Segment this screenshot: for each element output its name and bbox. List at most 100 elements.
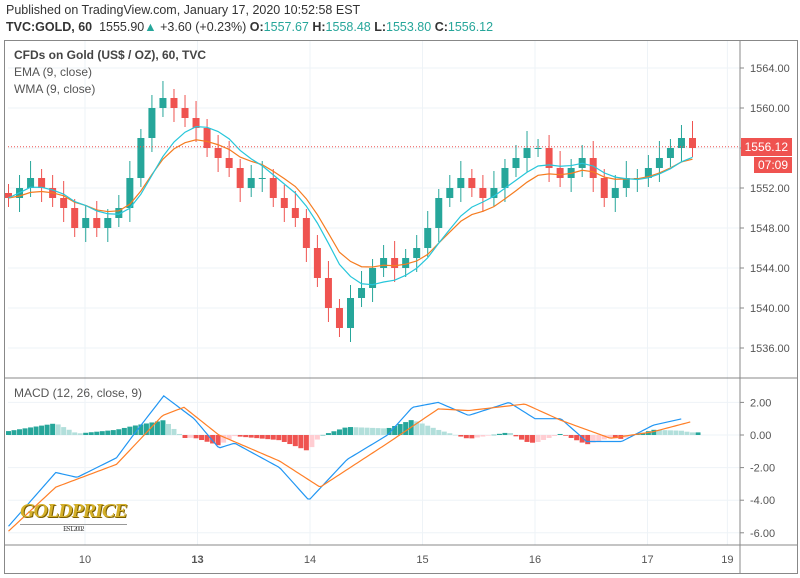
y-tick-label: 1564.00 xyxy=(750,63,790,75)
candle-body xyxy=(611,188,619,198)
macd-histogram-bar xyxy=(39,425,45,435)
y-tick-label: 1560.00 xyxy=(750,103,790,115)
candle-body xyxy=(82,218,90,228)
macd-histogram-bar xyxy=(331,431,337,435)
macd-histogram-bar xyxy=(607,435,613,438)
macd-histogram-bar xyxy=(281,435,287,442)
last-price: 1555.90 xyxy=(99,20,145,34)
macd-histogram-bar xyxy=(392,425,398,435)
macd-histogram-bar xyxy=(199,435,205,441)
macd-y-tick-label: -2.00 xyxy=(750,463,775,475)
macd-histogram-bar xyxy=(127,426,133,435)
candle-body xyxy=(27,178,35,188)
chart-frame[interactable] xyxy=(4,40,798,574)
open-value: 1557.67 xyxy=(263,20,309,34)
goldprice-watermark: GOLDPRICE EST. 2002 xyxy=(20,500,128,533)
x-tick-label: 14 xyxy=(304,554,316,566)
macd-histogram-bar xyxy=(574,435,580,441)
candle-body xyxy=(446,188,454,198)
ohlc-line: TVC:GOLD, 60 1555.90▲ +3.60 (+0.23%) O:1… xyxy=(6,20,493,34)
macd-histogram-bar xyxy=(265,435,271,440)
macd-histogram-bar xyxy=(375,428,381,435)
macd-histogram-bar xyxy=(287,435,293,445)
candle-body xyxy=(468,178,476,188)
macd-histogram-bar xyxy=(72,432,78,435)
macd-histogram-bar xyxy=(541,435,547,440)
candle-body xyxy=(115,208,123,218)
ema-legend[interactable]: EMA (9, close) xyxy=(14,65,93,79)
candle-body xyxy=(291,208,299,218)
candle-body xyxy=(269,178,277,198)
macd-histogram-bar xyxy=(138,424,144,435)
macd-histogram-bar xyxy=(116,429,122,435)
published-line: Published on TradingView.com, January 17… xyxy=(6,3,361,17)
candle-body xyxy=(391,258,399,268)
candle-body xyxy=(225,158,233,168)
candle-body xyxy=(457,178,465,188)
macd-histogram-bar xyxy=(221,435,227,443)
symbol: TVC:GOLD, 60 xyxy=(6,20,93,34)
macd-histogram-bar xyxy=(546,435,552,438)
candle-body xyxy=(148,108,156,138)
macd-histogram-bar xyxy=(44,424,50,435)
macd-histogram-bar xyxy=(254,435,260,439)
macd-histogram-bar xyxy=(507,433,513,435)
candle-body xyxy=(424,228,432,248)
macd-histogram-bar xyxy=(485,435,491,436)
macd-histogram-bar xyxy=(17,429,23,435)
candle-body xyxy=(214,148,222,158)
candle-body xyxy=(60,198,68,208)
macd-histogram-bar xyxy=(292,435,298,447)
macd-histogram-bar xyxy=(55,424,61,435)
macd-histogram-bar xyxy=(690,432,695,435)
macd-histogram-bar xyxy=(403,422,409,435)
wma-legend[interactable]: WMA (9, close) xyxy=(14,82,96,96)
macd-histogram-bar xyxy=(270,435,276,440)
macd-histogram-bar xyxy=(342,427,348,435)
candle-body xyxy=(137,138,145,178)
candle-body xyxy=(689,138,696,148)
macd-histogram-bar xyxy=(568,435,574,438)
candle-body xyxy=(501,168,509,188)
candle-body xyxy=(71,208,79,228)
x-tick-label: 17 xyxy=(641,554,653,566)
macd-histogram-bar xyxy=(519,435,524,440)
candle-body xyxy=(335,308,343,328)
candle-body xyxy=(236,168,244,188)
macd-histogram-bar xyxy=(50,423,56,435)
candle-body xyxy=(523,148,531,158)
macd-histogram-bar xyxy=(77,433,83,435)
candle-body xyxy=(600,178,608,198)
candle-body xyxy=(302,218,310,248)
macd-histogram-bar xyxy=(381,428,387,435)
macd-histogram-bar xyxy=(353,427,359,435)
macd-histogram-bar xyxy=(149,422,155,435)
macd-histogram-bar xyxy=(463,435,469,439)
macd-histogram-bar xyxy=(309,435,315,448)
macd-histogram-bar xyxy=(61,427,67,435)
macd-histogram-bar xyxy=(11,430,17,435)
candle-body xyxy=(545,148,553,168)
candle-body xyxy=(258,178,266,179)
candle-body xyxy=(203,128,211,148)
macd-legend[interactable]: MACD (12, 26, close, 9) xyxy=(14,386,143,400)
y-tick-label: 1548.00 xyxy=(750,223,790,235)
macd-histogram-bar xyxy=(430,427,436,435)
macd-histogram-bar xyxy=(651,429,657,435)
candle-body xyxy=(93,218,101,228)
candle-body xyxy=(666,148,674,158)
macd-histogram-bar xyxy=(188,435,194,438)
x-tick-label: 10 xyxy=(79,554,91,566)
candle-body xyxy=(512,158,520,168)
macd-histogram-bar xyxy=(458,435,464,437)
macd-histogram-bar xyxy=(215,435,221,446)
macd-histogram-bar xyxy=(667,430,673,435)
candle-body xyxy=(380,258,388,268)
wma-line xyxy=(8,126,693,286)
candle-body xyxy=(5,193,12,198)
candle-body xyxy=(402,258,410,268)
macd-histogram-bar xyxy=(590,435,596,443)
candle-body xyxy=(104,218,112,228)
y-tick-label: 1544.00 xyxy=(750,263,790,275)
